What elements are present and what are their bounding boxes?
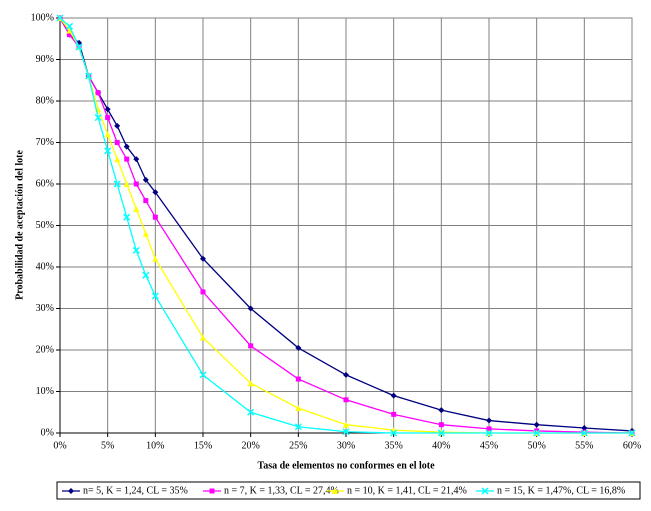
- marker: [200, 334, 206, 341]
- x-tick-label: 10%: [146, 440, 164, 451]
- marker: [123, 143, 130, 150]
- marker: [390, 392, 397, 399]
- marker: [113, 180, 121, 188]
- marker: [437, 429, 445, 437]
- marker: [481, 487, 489, 495]
- marker: [124, 156, 130, 162]
- x-axis-title: Tasa de elementos no conformes en el lot…: [257, 460, 435, 471]
- y-tick-label: 100%: [31, 12, 54, 23]
- marker: [66, 27, 73, 34]
- marker: [533, 429, 541, 437]
- legend-box: [56, 481, 641, 500]
- marker: [132, 246, 140, 254]
- marker: [209, 488, 215, 494]
- marker: [343, 371, 349, 378]
- marker: [295, 405, 302, 412]
- marker: [152, 189, 159, 196]
- y-tick-label: 60%: [36, 178, 54, 189]
- marker: [199, 371, 207, 379]
- y-tick-label: 20%: [36, 344, 54, 355]
- y-tick-label: 30%: [36, 303, 54, 314]
- marker: [343, 421, 349, 428]
- x-tick-label: 60%: [623, 440, 641, 451]
- y-tick-label: 40%: [36, 261, 54, 272]
- y-tick-label: 10%: [36, 386, 54, 397]
- marker: [200, 255, 206, 262]
- marker: [247, 408, 255, 416]
- marker: [628, 429, 636, 437]
- marker: [104, 131, 111, 138]
- marker: [142, 271, 150, 279]
- marker: [343, 397, 349, 403]
- x-tick-label: 40%: [432, 440, 450, 451]
- marker: [248, 343, 254, 349]
- x-tick-label: 20%: [241, 440, 259, 451]
- marker: [68, 488, 74, 494]
- marker: [486, 417, 492, 424]
- marker: [95, 90, 101, 96]
- marker: [247, 305, 254, 312]
- marker: [485, 429, 493, 437]
- y-axis-title: Probabilidad de aceptación del lote: [14, 150, 25, 300]
- marker: [123, 213, 131, 221]
- marker: [295, 344, 302, 351]
- marker: [342, 428, 350, 436]
- marker: [94, 114, 102, 122]
- marker: [152, 255, 159, 262]
- y-tick-label: 50%: [36, 220, 54, 231]
- legend-label: n = 10, K = 1,41, CL = 21,4%: [347, 485, 467, 496]
- marker: [104, 147, 112, 155]
- marker: [533, 421, 540, 428]
- marker: [391, 411, 397, 417]
- marker: [143, 198, 149, 204]
- marker: [133, 156, 140, 163]
- x-tick-label: 0%: [53, 440, 66, 451]
- marker: [142, 176, 149, 183]
- marker: [294, 423, 302, 431]
- marker: [67, 32, 73, 38]
- y-tick-label: 80%: [36, 95, 54, 106]
- marker: [200, 289, 206, 295]
- marker: [123, 181, 130, 187]
- x-tick-label: 55%: [575, 440, 593, 451]
- legend-label: n= 5, K = 1,24, CL = 35%: [83, 485, 188, 496]
- marker: [486, 426, 492, 432]
- y-tick-label: 0%: [41, 427, 54, 438]
- marker: [66, 22, 74, 30]
- marker: [133, 205, 140, 212]
- marker: [104, 106, 111, 113]
- marker: [247, 380, 254, 387]
- marker: [133, 181, 139, 187]
- marker: [438, 407, 445, 414]
- x-tick-label: 30%: [337, 440, 355, 451]
- marker: [332, 488, 338, 494]
- marker: [56, 14, 64, 22]
- y-tick-label: 70%: [36, 137, 54, 148]
- marker: [114, 140, 120, 145]
- x-tick-label: 50%: [527, 440, 545, 451]
- marker: [438, 422, 444, 428]
- marker: [581, 425, 588, 432]
- x-tick-label: 35%: [384, 440, 402, 451]
- marker: [114, 156, 121, 163]
- x-tick-label: 15%: [194, 440, 212, 451]
- y-tick-label: 90%: [36, 54, 54, 65]
- x-tick-label: 5%: [101, 440, 114, 451]
- x-tick-label: 45%: [480, 440, 498, 451]
- marker: [295, 376, 301, 382]
- marker: [114, 122, 121, 129]
- marker: [142, 230, 149, 237]
- x-tick-label: 25%: [289, 440, 307, 451]
- legend-label: n = 15, K = 1,47%, CL = 16,8%: [497, 485, 625, 496]
- marker: [152, 214, 158, 220]
- marker: [75, 43, 83, 51]
- marker: [390, 429, 398, 437]
- legend-label: n = 7, K = 1,33, CL = 27,4%: [224, 485, 339, 496]
- marker: [151, 292, 159, 300]
- marker: [105, 115, 111, 121]
- marker: [580, 429, 588, 437]
- marker: [85, 72, 93, 80]
